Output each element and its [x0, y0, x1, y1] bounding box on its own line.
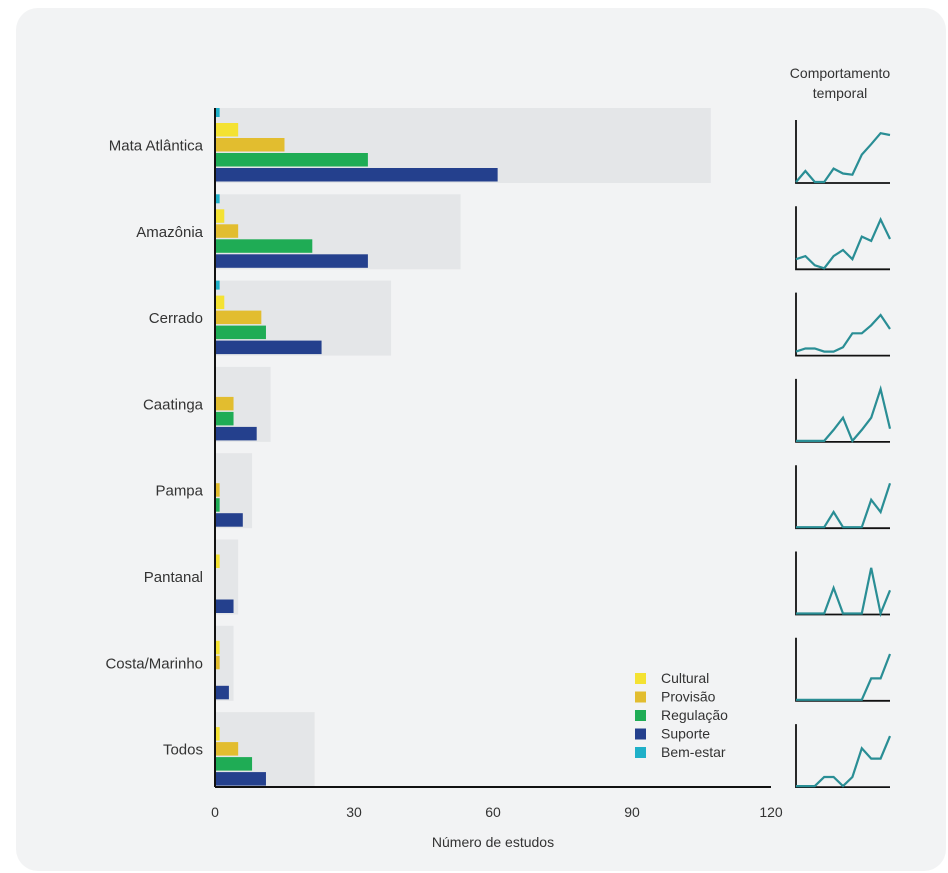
sparkline-axes — [795, 551, 890, 616]
sparkline — [795, 131, 891, 184]
bar-regulação — [215, 239, 313, 253]
bar-provisão — [215, 483, 220, 497]
series-bars — [215, 108, 498, 786]
bar-suporte — [215, 599, 234, 613]
sparkline — [796, 482, 892, 529]
temporal-sparklines: Comportamento temporal — [790, 65, 892, 788]
legend-swatch — [635, 747, 646, 758]
bar-regulação — [215, 411, 234, 426]
bar-suporte — [215, 772, 266, 786]
category-label: Cerrado — [149, 310, 203, 327]
sparkline-axes — [795, 465, 890, 530]
legend: Cultural Provisão Regulação Suporte Bem-esta… — [635, 670, 728, 760]
x-tick-label: 60 — [485, 804, 501, 820]
temporal-title-line1: Comportamento — [790, 65, 891, 81]
total-bar — [215, 539, 239, 615]
legend-swatch — [635, 673, 646, 684]
sparkline — [796, 653, 892, 701]
category-label: Costa/Marinho — [105, 655, 203, 672]
sparkline — [795, 216, 891, 270]
bar-provisão — [215, 655, 220, 670]
bar-bem-estar — [215, 194, 220, 204]
axes — [214, 108, 771, 788]
bar-suporte — [215, 340, 322, 355]
bar-cultural — [215, 640, 220, 655]
bar-regulação — [215, 757, 253, 771]
sparkline-axes — [795, 724, 890, 788]
sparkline-axes — [795, 120, 890, 184]
x-tick-label: 30 — [346, 804, 362, 820]
sparkline-axes — [795, 206, 890, 271]
category-labels: Mata Atlântica Amazônia Cerrado Caatinga Pam… — [105, 138, 203, 759]
category-label: Todos — [163, 742, 203, 759]
category-label: Mata Atlântica — [109, 138, 204, 155]
category-label: Amazônia — [136, 224, 203, 241]
bar-suporte — [215, 513, 243, 527]
bar-suporte — [215, 426, 257, 441]
bar-provisão — [215, 396, 234, 411]
total-bars — [215, 108, 711, 788]
legend-swatch — [635, 691, 646, 703]
category-label: Pampa — [155, 483, 203, 500]
bar-provisão — [215, 310, 262, 325]
bar-suporte — [215, 254, 368, 268]
legend-swatch — [635, 728, 646, 740]
x-tick-label: 120 — [759, 804, 783, 820]
category-label: Caatinga — [143, 396, 204, 413]
category-label: Pantanal — [144, 569, 203, 586]
bar-bem-estar — [215, 108, 220, 117]
bar-suporte — [215, 685, 229, 700]
sparkline — [796, 384, 892, 443]
bar-provisão — [215, 224, 239, 238]
bar-regulação — [215, 153, 368, 167]
x-tick-label: 90 — [624, 804, 640, 820]
bar-cultural — [215, 554, 220, 568]
legend-label: Suporte — [661, 726, 710, 742]
legend-swatch — [635, 710, 646, 721]
sparkline — [796, 735, 892, 788]
bar-provisão — [215, 138, 285, 152]
bar-bem-estar — [215, 280, 220, 290]
sparkline-axes — [795, 378, 890, 443]
sparkline-axes — [795, 637, 890, 702]
sparkline — [795, 313, 891, 353]
legend-label: Regulação — [661, 707, 728, 723]
bar-cultural — [215, 123, 239, 137]
x-tick-label: 0 — [211, 804, 219, 820]
bar-cultural — [215, 295, 225, 310]
legend-label: Provisão — [661, 689, 716, 705]
sparkline-axes — [795, 292, 890, 357]
sparkline — [796, 567, 892, 618]
bar-regulação — [215, 325, 266, 340]
bar-provisão — [215, 742, 239, 756]
temporal-title-line2: temporal — [813, 85, 867, 101]
bar-cultural — [215, 727, 220, 741]
bar-cultural — [215, 209, 225, 223]
x-axis-title: Número de estudos — [432, 834, 554, 850]
bar-suporte — [215, 168, 498, 182]
bar-regulação — [215, 498, 220, 512]
legend-label: Cultural — [661, 670, 709, 686]
x-tick-labels: 0 30 60 90 120 — [211, 804, 783, 820]
legend-label: Bem-estar — [661, 744, 726, 760]
